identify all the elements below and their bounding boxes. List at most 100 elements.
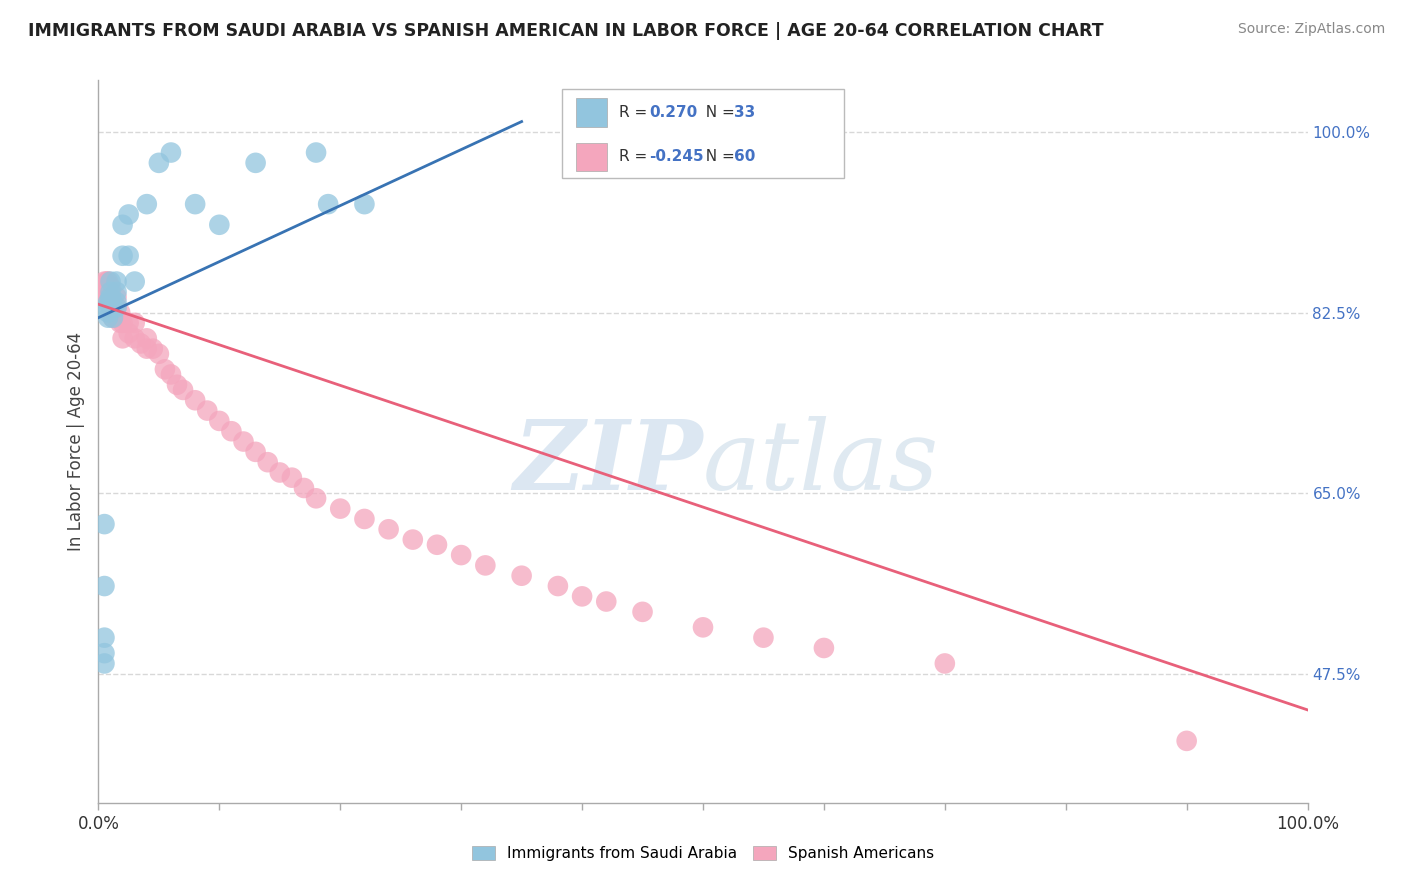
- Point: [160, 145, 183, 160]
- Point: [97, 305, 120, 319]
- Point: [305, 491, 328, 506]
- Point: [100, 290, 122, 304]
- Point: [101, 301, 124, 315]
- Point: [97, 290, 120, 304]
- Point: [195, 403, 218, 417]
- Point: [97, 295, 120, 310]
- Point: [208, 414, 231, 428]
- Point: [631, 605, 654, 619]
- Y-axis label: In Labor Force | Age 20-64: In Labor Force | Age 20-64: [66, 332, 84, 551]
- Point: [105, 290, 128, 304]
- Point: [571, 590, 593, 604]
- Point: [105, 301, 128, 315]
- Text: N =: N =: [696, 150, 740, 164]
- Point: [377, 522, 399, 536]
- Point: [100, 301, 122, 315]
- Point: [100, 275, 122, 289]
- Text: Source: ZipAtlas.com: Source: ZipAtlas.com: [1237, 22, 1385, 37]
- Point: [111, 331, 134, 345]
- Point: [142, 342, 165, 356]
- Point: [510, 568, 533, 582]
- Point: [97, 275, 120, 289]
- Point: [105, 275, 128, 289]
- Point: [111, 316, 134, 330]
- Text: 0.270: 0.270: [650, 105, 697, 120]
- Point: [1175, 734, 1198, 748]
- Text: IMMIGRANTS FROM SAUDI ARABIA VS SPANISH AMERICAN IN LABOR FORCE | AGE 20-64 CORR: IMMIGRANTS FROM SAUDI ARABIA VS SPANISH …: [28, 22, 1104, 40]
- Point: [100, 279, 122, 293]
- Point: [329, 501, 352, 516]
- Legend: Immigrants from Saudi Arabia, Spanish Americans: Immigrants from Saudi Arabia, Spanish Am…: [465, 840, 941, 867]
- Point: [105, 285, 128, 299]
- Point: [93, 646, 115, 660]
- Point: [292, 481, 315, 495]
- Point: [245, 156, 267, 170]
- Point: [426, 538, 449, 552]
- Point: [118, 249, 141, 263]
- Point: [595, 594, 617, 608]
- Point: [135, 331, 157, 345]
- Point: [124, 331, 146, 345]
- Point: [208, 218, 231, 232]
- Point: [316, 197, 339, 211]
- Point: [269, 466, 291, 480]
- Text: ZIP: ZIP: [513, 417, 703, 510]
- Point: [101, 295, 124, 310]
- Point: [450, 548, 472, 562]
- Point: [93, 631, 115, 645]
- Point: [129, 336, 152, 351]
- Point: [135, 342, 157, 356]
- Point: [100, 290, 122, 304]
- Point: [96, 275, 118, 289]
- Point: [124, 275, 146, 289]
- Text: -0.245: -0.245: [650, 150, 704, 164]
- Point: [101, 310, 124, 325]
- Point: [108, 316, 131, 330]
- Point: [93, 275, 115, 289]
- Point: [93, 517, 115, 532]
- Point: [934, 657, 956, 671]
- Point: [93, 657, 115, 671]
- Text: N =: N =: [696, 105, 740, 120]
- Point: [105, 310, 128, 325]
- Point: [93, 290, 115, 304]
- Point: [166, 377, 188, 392]
- Point: [108, 305, 131, 319]
- Point: [97, 301, 120, 315]
- Point: [402, 533, 425, 547]
- Point: [172, 383, 194, 397]
- Point: [245, 445, 267, 459]
- Point: [148, 156, 170, 170]
- Point: [752, 631, 775, 645]
- Point: [111, 218, 134, 232]
- Point: [221, 424, 243, 438]
- Point: [232, 434, 254, 449]
- Point: [105, 295, 128, 310]
- Point: [353, 197, 375, 211]
- Text: atlas: atlas: [703, 417, 939, 510]
- Point: [97, 310, 120, 325]
- Point: [184, 197, 207, 211]
- Point: [692, 620, 714, 634]
- Point: [353, 512, 375, 526]
- Point: [111, 249, 134, 263]
- Point: [105, 301, 128, 315]
- Text: 60: 60: [734, 150, 755, 164]
- Point: [100, 292, 122, 306]
- Text: R =: R =: [619, 150, 652, 164]
- Text: 33: 33: [734, 105, 755, 120]
- Point: [100, 285, 122, 299]
- Point: [148, 347, 170, 361]
- Point: [118, 207, 141, 221]
- Point: [96, 285, 118, 299]
- Point: [124, 316, 146, 330]
- Point: [135, 197, 157, 211]
- Point: [118, 326, 141, 341]
- Point: [153, 362, 176, 376]
- Point: [256, 455, 278, 469]
- Point: [93, 285, 115, 299]
- Point: [547, 579, 569, 593]
- Point: [184, 393, 207, 408]
- Point: [93, 579, 115, 593]
- Point: [474, 558, 496, 573]
